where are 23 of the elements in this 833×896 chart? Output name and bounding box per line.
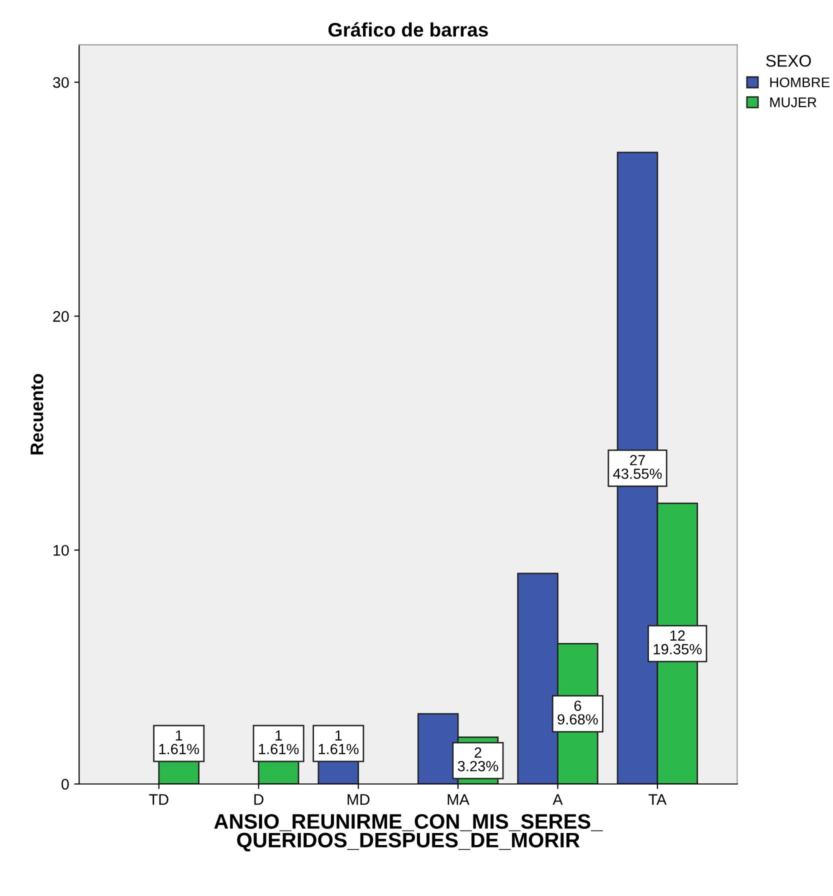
y-tick-label: 30 [53,77,69,88]
y-tick-label: 20 [53,311,69,322]
data-label: 6 9.68% [558,700,598,725]
y-axis-title: Recuento [30,374,44,454]
x-tick-label: TD [149,794,168,805]
legend-title: SEXO [766,54,811,67]
data-label: 1 1.61% [258,730,299,754]
y-tick-label: 0 [62,778,69,790]
legend-label: MUJER [770,98,816,108]
x-tick-label: MD [348,794,370,805]
x-tick-label: A [552,794,563,805]
data-label: 27 43.55% [613,454,662,479]
data-label: 2 3.23% [458,747,498,772]
x-tick-label: MA [448,794,470,805]
chart-title: Gráfico de barras [328,22,488,37]
x-tick-label: D [254,794,264,805]
x-axis-title: ANSIO_REUNIRME_CON_MIS_SERES_ QUERIDOS_DESPUES_DE_MORIR [214,814,603,852]
x-tick-label: TA [648,794,667,805]
data-label: 12 19.35% [654,630,702,654]
data-label: 1 1.61% [159,730,199,754]
data-label: 1 1.61% [318,730,359,754]
legend-label: HOMBRE [770,77,830,88]
y-tick-label: 10 [54,544,69,556]
